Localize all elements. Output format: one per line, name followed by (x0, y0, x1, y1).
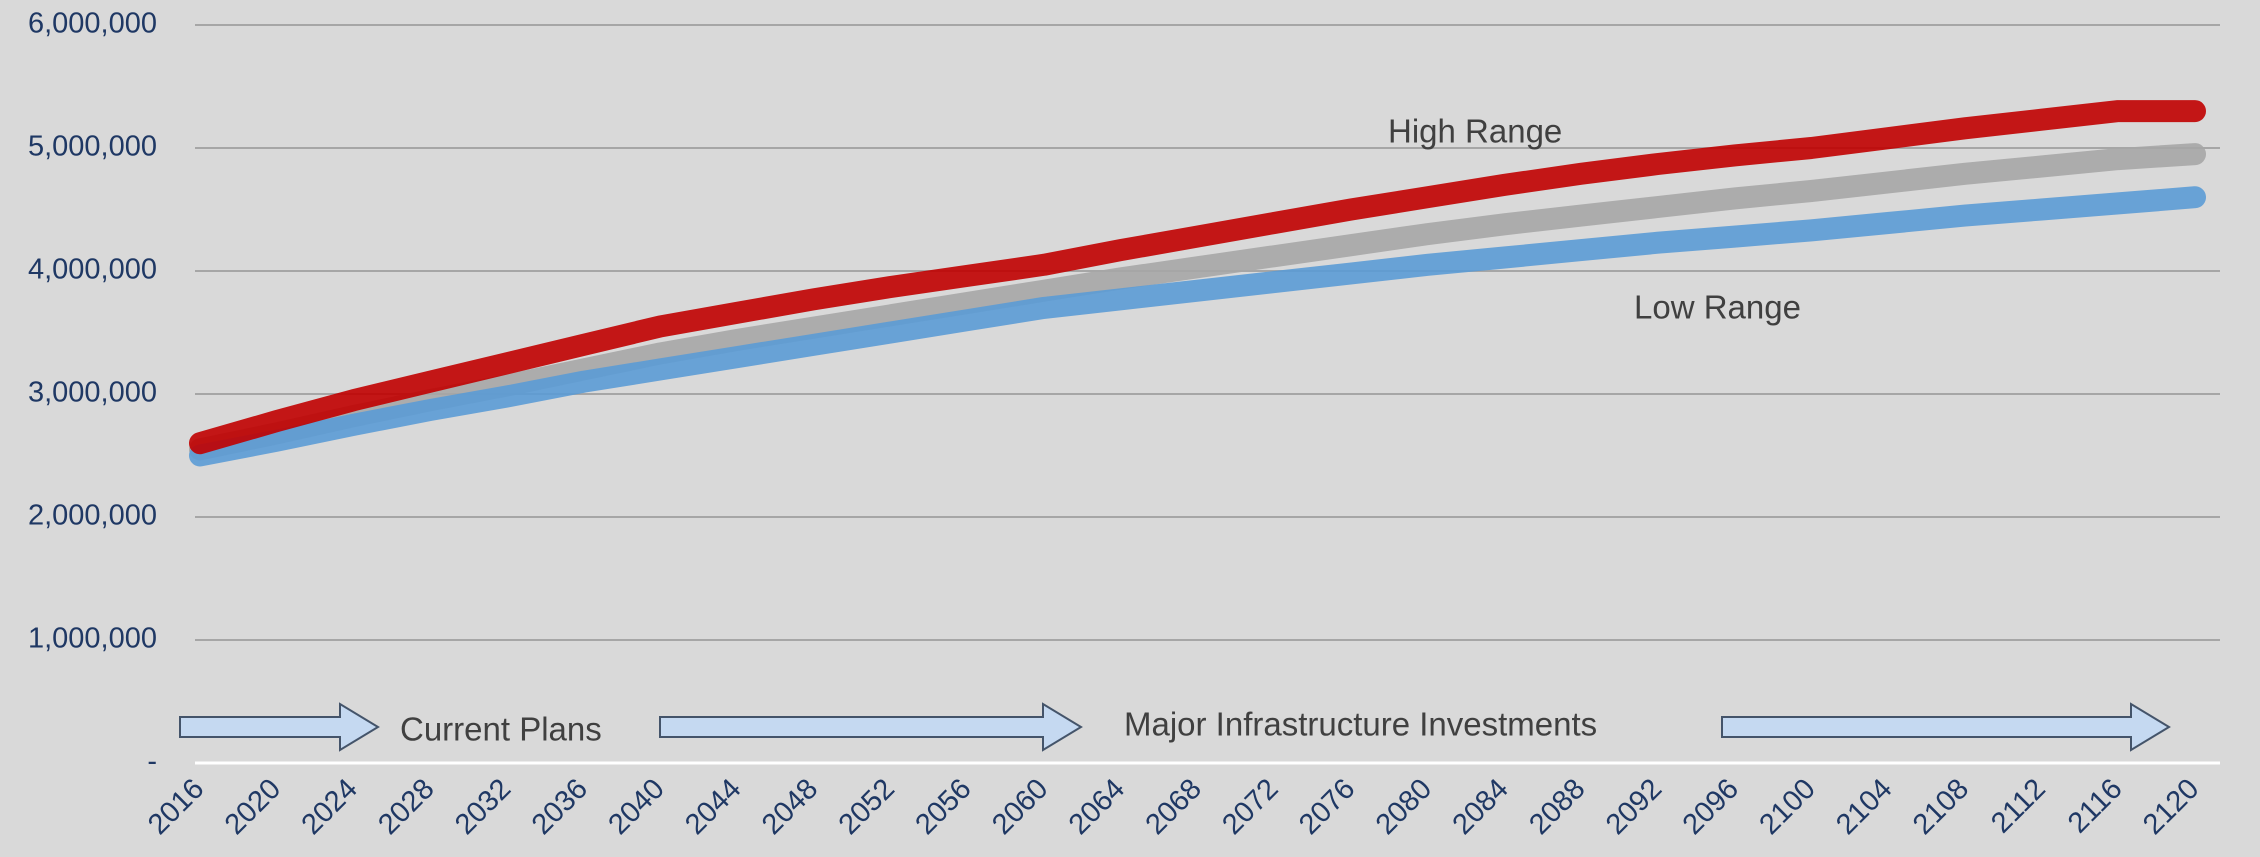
series-line (189, 143, 2206, 461)
y-tick-label: 6,000,000 (28, 8, 157, 40)
arrow (659, 702, 1083, 752)
y-tick-label: - (147, 746, 157, 778)
annotation: Low Range (1634, 289, 1801, 326)
annotation: High Range (1388, 113, 1562, 150)
y-tick-label: 3,000,000 (28, 377, 157, 409)
series-line (189, 186, 2206, 467)
series-line (189, 100, 2206, 455)
y-tick-label: 5,000,000 (28, 131, 157, 163)
arrow (179, 702, 380, 752)
annotation: Major Infrastructure Investments (1124, 706, 1597, 743)
y-tick-label: 4,000,000 (28, 254, 157, 286)
y-tick-label: 2,000,000 (28, 500, 157, 532)
arrow (1721, 702, 2171, 752)
annotation: Current Plans (400, 711, 602, 748)
y-tick-label: 1,000,000 (28, 623, 157, 655)
